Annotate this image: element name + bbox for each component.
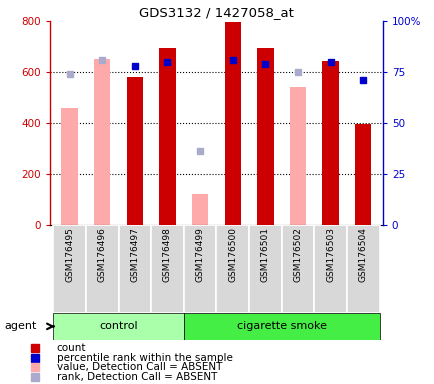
Bar (256, 48, 273, 225)
Text: agent: agent (4, 321, 36, 331)
FancyBboxPatch shape (53, 225, 86, 313)
Bar (126, 77, 143, 225)
Bar (354, 124, 371, 225)
FancyBboxPatch shape (151, 225, 184, 313)
FancyBboxPatch shape (249, 225, 281, 313)
Text: GSM176502: GSM176502 (293, 227, 302, 282)
Text: GSM176495: GSM176495 (65, 227, 74, 282)
Bar (191, 194, 208, 225)
FancyBboxPatch shape (346, 225, 379, 313)
Bar (289, 87, 306, 225)
Bar (159, 48, 175, 225)
Text: count: count (56, 343, 86, 353)
Text: GSM176499: GSM176499 (195, 227, 204, 282)
Text: value, Detection Call = ABSENT: value, Detection Call = ABSENT (56, 362, 221, 372)
Bar (322, 61, 338, 225)
FancyBboxPatch shape (86, 225, 118, 313)
FancyBboxPatch shape (216, 225, 249, 313)
Text: rank, Detection Call = ABSENT: rank, Detection Call = ABSENT (56, 372, 217, 382)
FancyBboxPatch shape (184, 225, 216, 313)
Text: percentile rank within the sample: percentile rank within the sample (56, 353, 232, 362)
Bar (53, 313, 184, 340)
Text: control: control (99, 321, 138, 331)
Bar (61, 108, 78, 225)
Text: GSM176500: GSM176500 (228, 227, 237, 282)
Text: GSM176496: GSM176496 (98, 227, 106, 282)
Bar (224, 22, 240, 225)
Text: cigarette smoke: cigarette smoke (236, 321, 326, 331)
Text: GSM176504: GSM176504 (358, 227, 367, 282)
Text: GSM176498: GSM176498 (163, 227, 171, 282)
Text: GSM176497: GSM176497 (130, 227, 139, 282)
Title: GDS3132 / 1427058_at: GDS3132 / 1427058_at (138, 5, 293, 18)
FancyBboxPatch shape (281, 225, 314, 313)
Text: GSM176501: GSM176501 (260, 227, 269, 282)
Bar (184, 313, 379, 340)
Text: GSM176503: GSM176503 (326, 227, 334, 282)
FancyBboxPatch shape (314, 225, 346, 313)
Bar (94, 59, 110, 225)
FancyBboxPatch shape (118, 225, 151, 313)
